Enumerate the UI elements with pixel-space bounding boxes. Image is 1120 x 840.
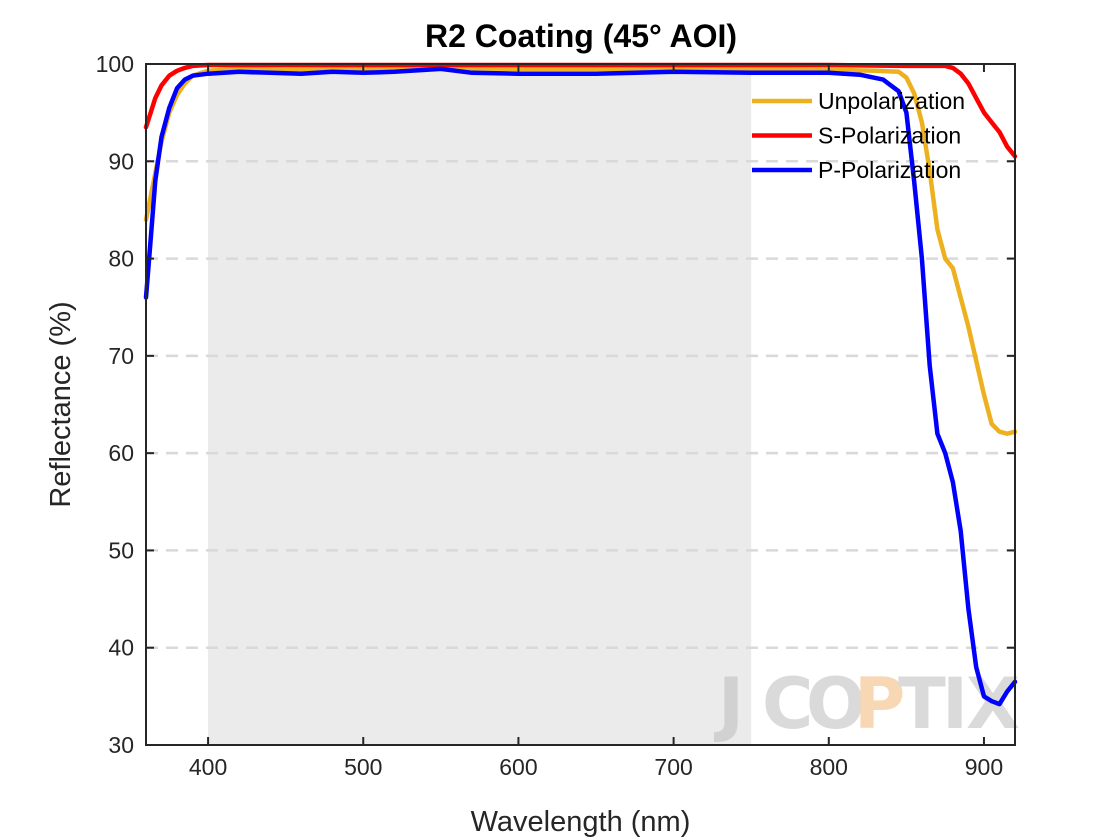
x-tick-label-900: 900 (965, 754, 1003, 780)
legend-label-p-polarization: P-Polarization (818, 157, 961, 183)
y-tick-label-80: 80 (108, 246, 134, 272)
y-axis: 30 40 50 60 70 80 90 100 (96, 51, 1015, 758)
y-tick-label-40: 40 (108, 635, 134, 661)
y-axis-title: Reflectance (%) (45, 301, 77, 507)
x-axis: 400 500 600 700 800 900 (189, 64, 1003, 780)
watermark-letter: T (898, 663, 948, 745)
watermark-letter: C (762, 663, 815, 745)
x-tick-label-800: 800 (810, 754, 848, 780)
watermark-letter: I (942, 663, 970, 745)
plot-frame (145, 63, 1016, 746)
y-tick-label-50: 50 (108, 537, 134, 563)
y-tick-label-90: 90 (108, 148, 134, 174)
x-tick-label-500: 500 (344, 754, 382, 780)
legend-label-s-polarization: S-Polarization (818, 123, 961, 149)
y-tick-label-60: 60 (108, 440, 134, 466)
highlight-band (208, 64, 752, 745)
series-line-p-polarization (143, 66, 1018, 707)
watermark-letter: J (714, 663, 746, 745)
x-tick-label-600: 600 (499, 754, 537, 780)
grid-lines (146, 160, 1015, 649)
x-tick-label-400: 400 (189, 754, 227, 780)
x-axis-title: Wavelength (nm) (471, 806, 691, 838)
y-tick-label-30: 30 (108, 732, 134, 758)
watermark-letter: P (854, 663, 907, 745)
y-tick-label-70: 70 (108, 343, 134, 369)
chart-title: R2 Coating (45° AOI) (425, 18, 737, 54)
legend: Unpolarization S-Polarization P-Polarizati… (752, 88, 965, 183)
series-line-unpolarization (143, 65, 1018, 436)
legend-label-unpolarization: Unpolarization (818, 88, 965, 114)
x-tick-label-700: 700 (654, 754, 692, 780)
y-tick-label-100: 100 (96, 51, 134, 77)
watermark-letter: O (806, 663, 868, 745)
